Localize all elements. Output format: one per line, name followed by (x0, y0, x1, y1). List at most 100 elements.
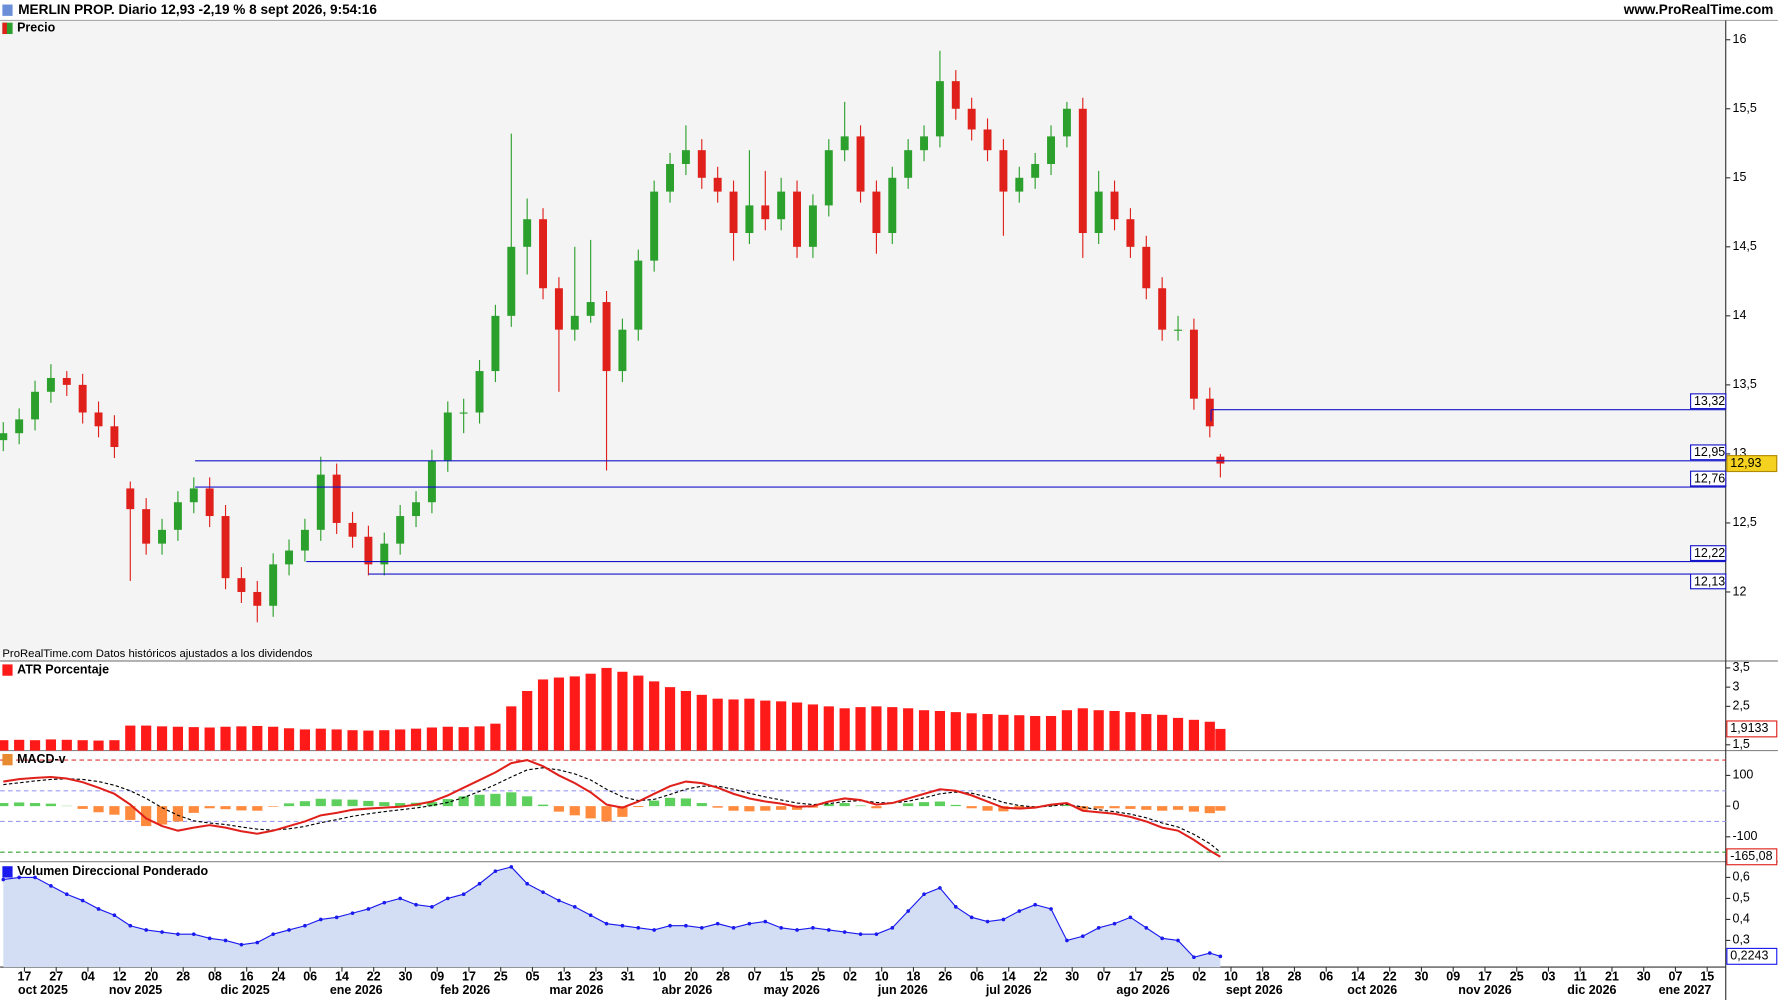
macd-line (3, 767, 1221, 853)
candle-body (1126, 219, 1135, 247)
x-tick-label: 05 (526, 970, 540, 984)
candle-body (634, 260, 643, 330)
candle-body (1031, 163, 1040, 178)
candle-body (31, 391, 40, 420)
candle-body (1174, 329, 1183, 331)
histogram-bar (998, 806, 1009, 812)
atr-bar (982, 714, 993, 751)
area-dot (1033, 902, 1037, 907)
x-tick-label: 31 (621, 970, 635, 984)
area-dot (461, 892, 466, 897)
x-tick-label: 16 (240, 970, 254, 984)
histogram-bar (331, 799, 342, 807)
atr-bar (1125, 712, 1136, 751)
candle-body (396, 516, 405, 544)
x-tick-label: 10 (1224, 970, 1238, 984)
x-tick-label: 14 (335, 970, 349, 984)
area-dot (588, 913, 593, 918)
atr-bar (395, 729, 406, 751)
histogram-bar (1204, 806, 1215, 814)
area-dot (858, 932, 863, 936)
atr-bar (252, 725, 263, 751)
x-tick-label: 02 (1192, 970, 1206, 984)
histogram-bar (776, 806, 787, 810)
level-label: 12,22 (1694, 546, 1725, 560)
candle-body (158, 529, 167, 544)
atr-bar (141, 725, 152, 751)
atr-bar (474, 726, 485, 751)
histogram-bar (934, 801, 946, 807)
atr-bar (1061, 710, 1073, 751)
atr-bar (1093, 710, 1104, 751)
area-dot (985, 919, 990, 924)
histogram-bar (315, 798, 326, 807)
atr-bar (490, 723, 501, 751)
x-tick-label: 25 (811, 970, 825, 984)
x-tick-label: 14 (1002, 970, 1016, 984)
candle-body (1062, 108, 1071, 137)
candle-body (808, 205, 817, 247)
candle-body (237, 578, 246, 592)
x-tick-label: 10 (653, 970, 667, 984)
x-tick-label: 11 (1574, 970, 1587, 984)
histogram-bar (1061, 804, 1073, 807)
y-tick-label: -100 (1733, 829, 1758, 843)
area-dot (334, 915, 339, 920)
atr-bar (1014, 715, 1025, 751)
histogram-bar (1215, 806, 1226, 811)
histogram-bar (918, 802, 930, 807)
area-dot (1218, 954, 1223, 959)
histogram-bar (617, 806, 628, 817)
candle-body (872, 191, 881, 234)
area-dot (715, 921, 720, 926)
area-dot (445, 896, 450, 901)
candle-body (888, 177, 897, 234)
x-month-label: dic 2026 (1567, 983, 1616, 997)
x-tick-label: 26 (938, 970, 952, 984)
histogram-bar (982, 806, 993, 811)
level-label: 12,13 (1694, 574, 1725, 588)
area-dot (763, 919, 768, 924)
y-tick-label: 0,3 (1733, 933, 1750, 947)
candle-body (840, 136, 849, 151)
x-tick-label: 06 (970, 970, 984, 984)
area-dot (636, 926, 641, 930)
y-tick-label: 0,4 (1733, 912, 1750, 926)
x-tick-label: 17 (462, 970, 476, 984)
candle-body (1142, 246, 1151, 289)
candle-body (999, 150, 1008, 192)
candle-body (1205, 398, 1214, 427)
area-dot (64, 892, 69, 897)
level-box (1690, 444, 1727, 461)
candle-body (967, 108, 976, 130)
candle-body (586, 302, 595, 316)
area-dot (1128, 915, 1133, 920)
header-title: MERLIN PROP. Diario 12,93 -2,19 % 8 sept… (18, 2, 377, 17)
legend-icon (2, 753, 13, 766)
y-tick-label: 3,5 (1733, 660, 1750, 674)
x-tick-label: 04 (81, 970, 95, 984)
atr-bar (966, 713, 977, 751)
candle-body (269, 564, 278, 606)
atr-bar (839, 708, 850, 751)
area-dot (17, 875, 21, 880)
candle-body (666, 163, 675, 192)
atr-bar (823, 706, 834, 751)
histogram-bar (474, 794, 485, 807)
atr-bar (569, 676, 580, 751)
candle-body (443, 412, 452, 461)
area-dot (223, 938, 228, 943)
area-dot (287, 928, 291, 932)
histogram-bar (14, 802, 25, 807)
histogram-bar (0, 803, 9, 807)
histogram-bar (522, 796, 533, 807)
atr-bar (109, 740, 120, 751)
x-month-label: jun 2026 (877, 983, 928, 997)
histogram-bar (426, 802, 438, 807)
candle-body (554, 288, 563, 330)
area-dot (620, 923, 625, 928)
histogram-bar (125, 806, 136, 820)
atr-bar (791, 702, 803, 751)
atr-bar (331, 729, 342, 751)
